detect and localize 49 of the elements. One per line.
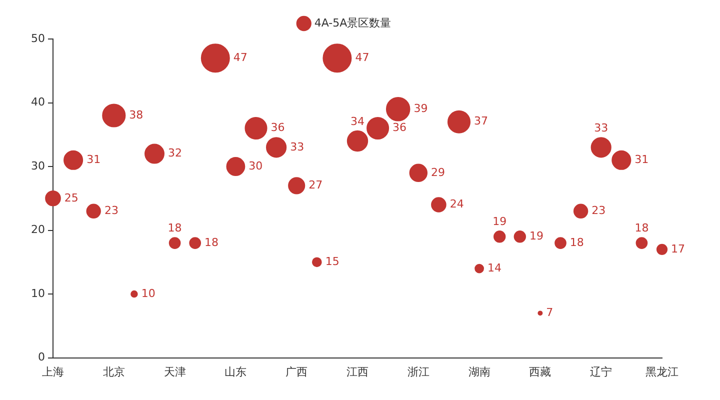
data-label: 30 <box>248 159 263 172</box>
y-tick-label: 10 <box>30 286 45 300</box>
data-label: 19 <box>530 230 544 243</box>
data-label: 47 <box>233 50 248 64</box>
x-tick-label: 辽宁 <box>590 365 612 378</box>
data-label: 34 <box>350 114 364 128</box>
data-label: 36 <box>392 121 407 134</box>
x-tick-label: 西藏 <box>529 365 552 378</box>
data-label: 15 <box>325 255 340 268</box>
data-label: 29 <box>431 166 446 179</box>
data-label: 31 <box>634 153 649 166</box>
x-tick-label: 浙江 <box>407 365 430 378</box>
data-label: 47 <box>355 50 370 64</box>
data-label: 19 <box>492 214 507 228</box>
x-tick-label: 江西 <box>346 365 368 378</box>
data-label: 39 <box>414 102 428 115</box>
y-tick-label: 20 <box>30 223 45 236</box>
x-tick-label: 上海 <box>42 365 64 378</box>
data-label: 27 <box>308 178 323 192</box>
data-label: 38 <box>129 108 144 122</box>
x-tick-label: 黑龙江 <box>646 365 678 378</box>
data-label: 10 <box>141 286 156 300</box>
y-tick-label: 0 <box>38 350 45 364</box>
data-label: 23 <box>104 204 118 218</box>
data-label: 24 <box>450 198 464 211</box>
y-tick-label: 30 <box>30 159 45 172</box>
x-tick-label: 广西 <box>286 365 308 378</box>
legend-label: 4A-5A景区数量 <box>314 16 392 30</box>
data-label: 18 <box>168 221 182 234</box>
y-tick-label: 40 <box>30 96 45 109</box>
data-label: 33 <box>290 140 304 154</box>
data-label: 33 <box>594 121 608 134</box>
x-tick-label: 山东 <box>224 365 247 378</box>
data-label: 31 <box>86 153 101 166</box>
data-label: 25 <box>64 191 78 204</box>
data-label: 36 <box>270 121 285 134</box>
data-label: 18 <box>634 221 649 234</box>
data-label: 32 <box>168 146 182 160</box>
data-label: 7 <box>546 306 554 320</box>
x-tick-label: 湖南 <box>468 365 490 378</box>
x-tick-label: 北京 <box>102 365 125 378</box>
data-label: 18 <box>570 236 584 249</box>
data-label: 17 <box>671 242 686 256</box>
y-tick-label: 50 <box>30 32 45 45</box>
data-label: 37 <box>474 114 488 128</box>
data-label: 23 <box>592 204 606 218</box>
data-label: 18 <box>204 236 219 249</box>
x-tick-label: 天津 <box>164 365 186 378</box>
data-label: 14 <box>488 261 502 274</box>
